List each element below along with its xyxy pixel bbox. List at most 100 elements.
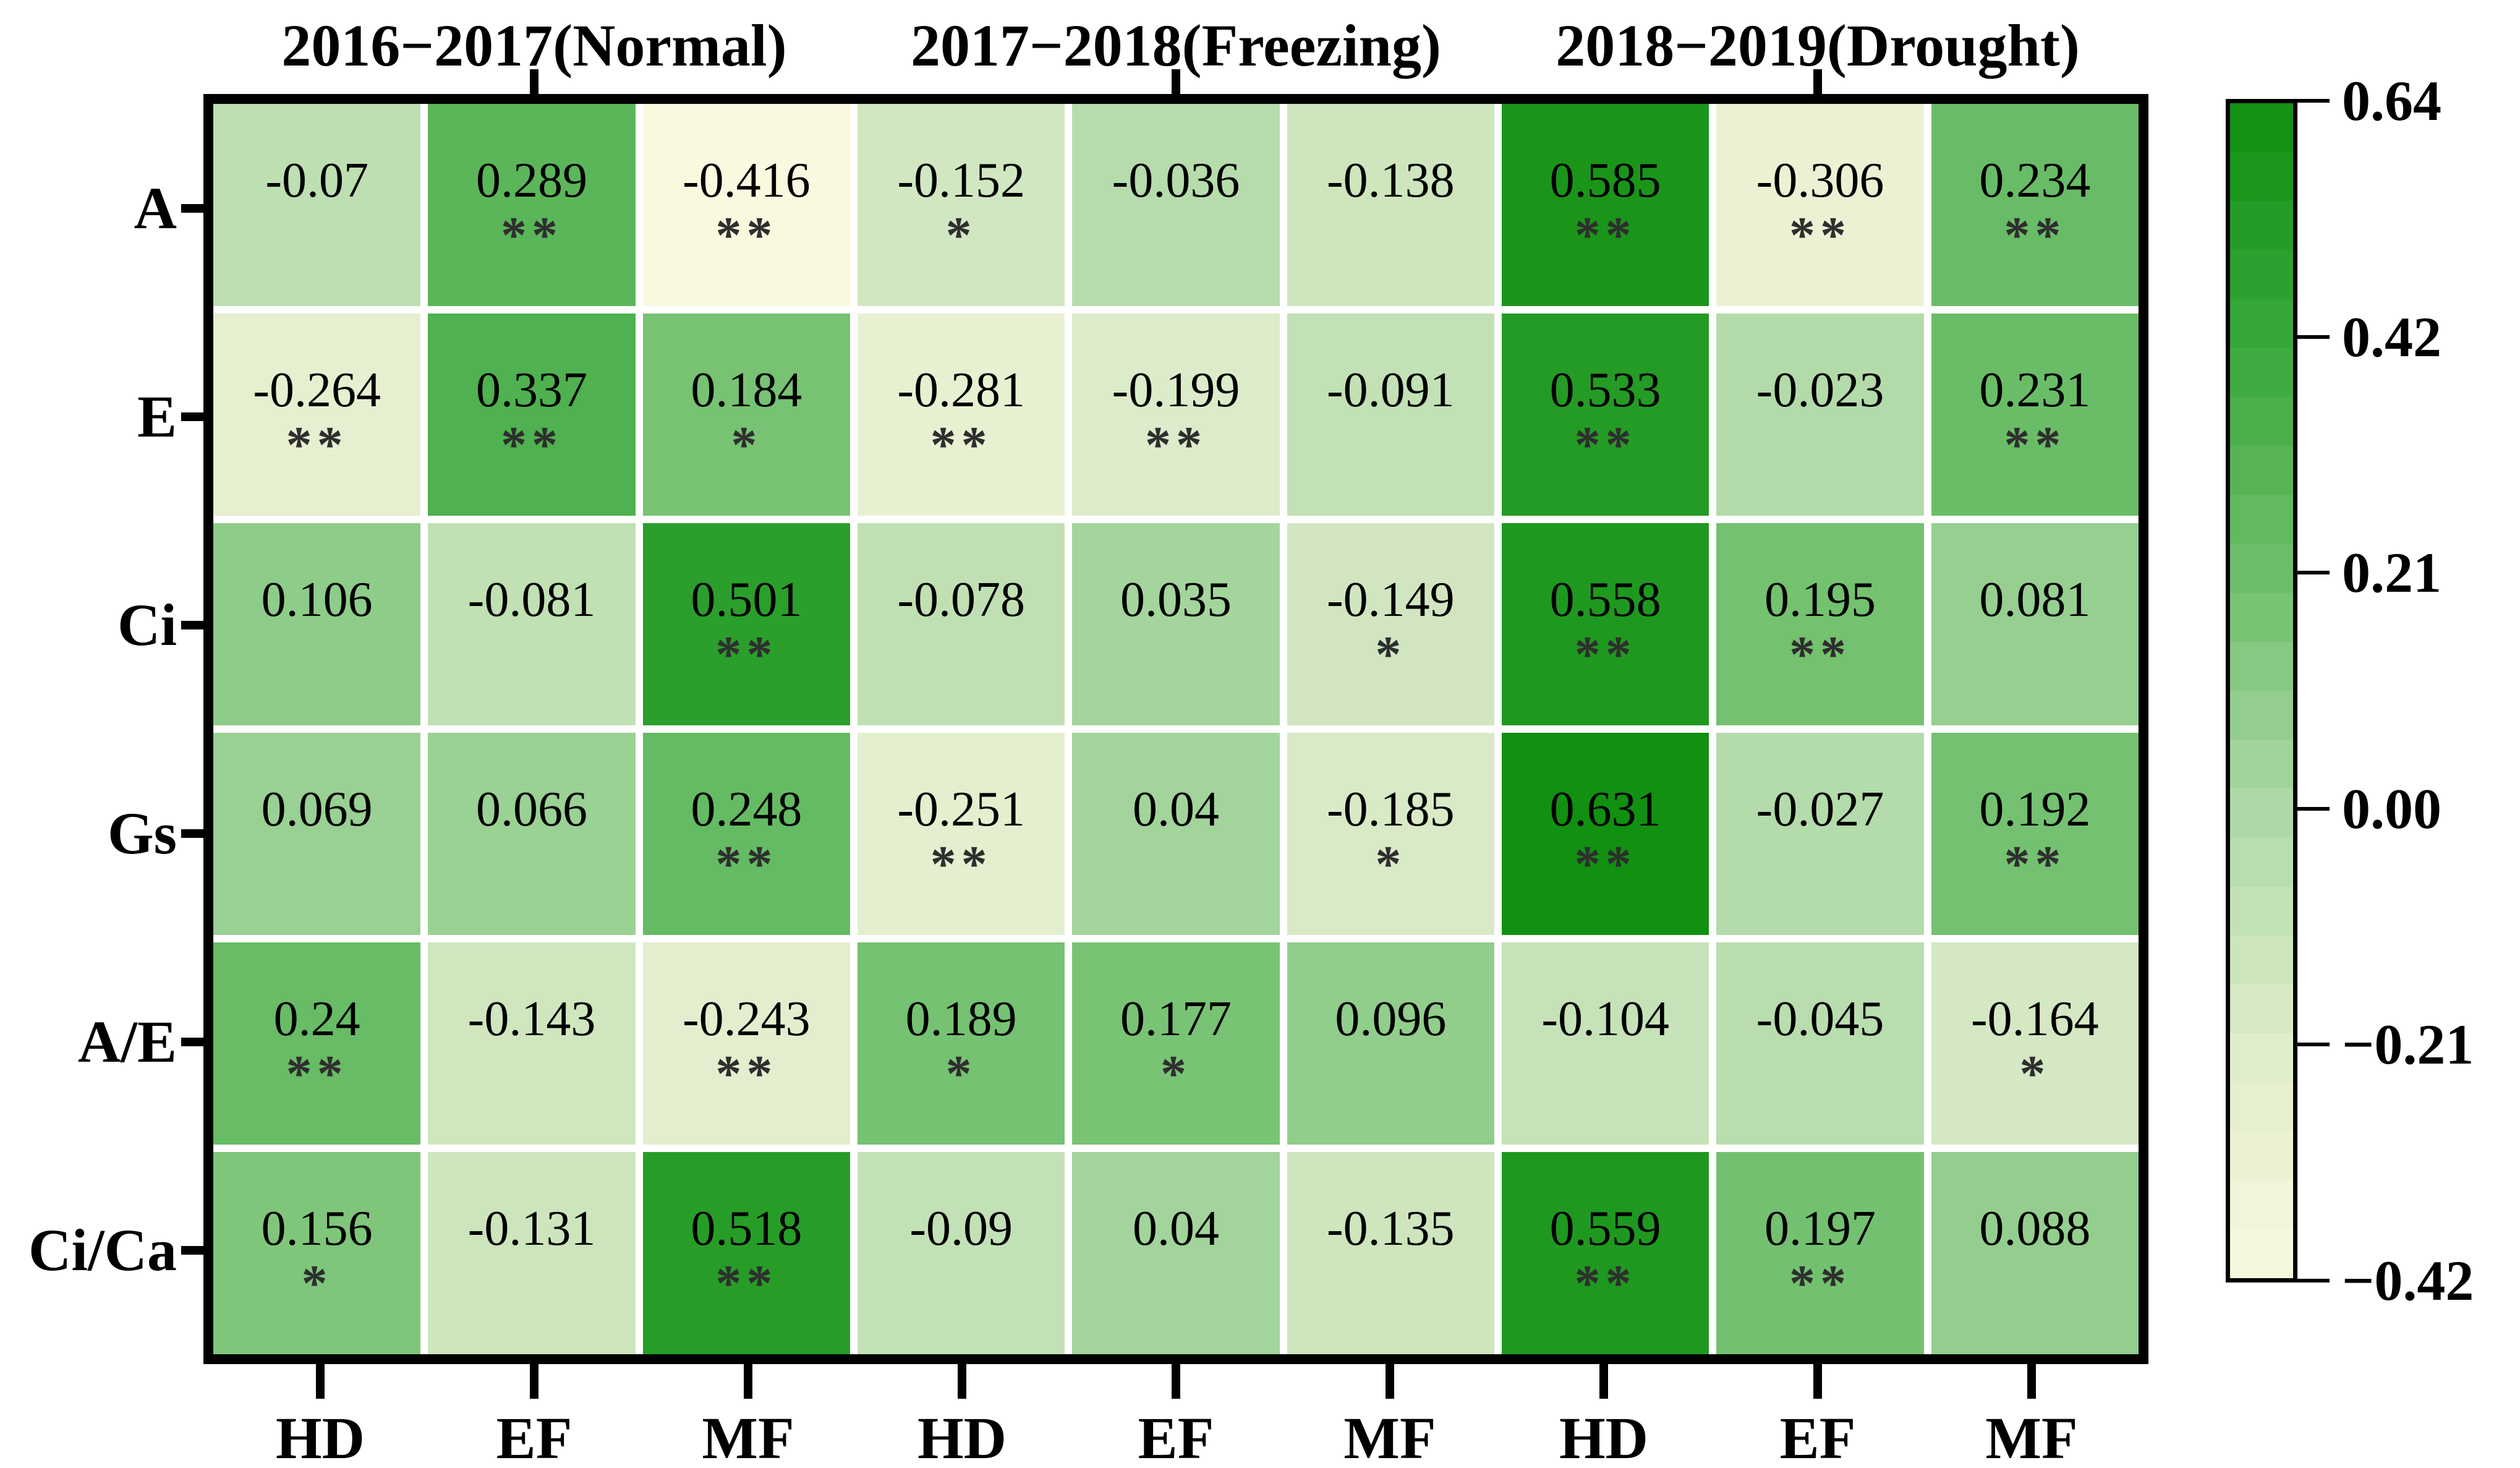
heatmap-cell: -0.281 ** (858, 314, 1065, 516)
cell-value: 0.106 (261, 572, 373, 627)
cell-value: 0.069 (261, 782, 373, 837)
group-header: 2018−2019(Drought) (1556, 12, 2080, 79)
heatmap-cell: 0.189 * (858, 942, 1065, 1145)
significance-stars: * (1160, 1044, 1191, 1103)
heatmap-cell: -0.199 ** (1072, 314, 1280, 516)
cell-value: 0.081 (1979, 572, 2091, 627)
row-tick-mark (181, 203, 203, 213)
cell-value: -0.135 (1327, 1201, 1455, 1256)
heatmap-cell: -0.185 * (1287, 733, 1494, 935)
cell-value: 0.631 (1549, 782, 1661, 837)
significance-stars: ** (715, 206, 778, 264)
colorbar-band (2230, 1229, 2293, 1278)
colorbar-tick-mark (2297, 806, 2330, 811)
cell-value: -0.416 (683, 153, 811, 208)
heatmap-cell: 0.106 (213, 523, 421, 725)
group-tick-mark (530, 69, 538, 98)
colorbar-tick-label: 0.42 (2342, 305, 2441, 369)
colorbar-band (2230, 250, 2293, 299)
col-label: EF (1779, 1405, 1856, 1468)
cell-value: 0.231 (1979, 362, 2091, 417)
colorbar-band (2230, 299, 2293, 348)
cell-value: 0.24 (273, 991, 360, 1046)
heatmap-cell: 0.035 (1072, 523, 1280, 725)
significance-stars: ** (2004, 416, 2066, 474)
cell-value: -0.104 (1541, 991, 1669, 1046)
cell-value: 0.088 (1979, 1201, 2091, 1256)
colorbar-band (2230, 1180, 2293, 1229)
significance-stars: * (731, 416, 762, 474)
colorbar-band (2230, 348, 2293, 397)
heatmap-cell: 0.231 ** (1931, 314, 2139, 516)
significance-stars: ** (715, 835, 778, 893)
cell-value: -0.081 (467, 572, 596, 627)
cell-value: 0.035 (1120, 572, 1232, 627)
heatmap-cell: 0.585 ** (1502, 104, 1709, 306)
cell-value: 0.558 (1549, 572, 1661, 627)
cell-value: -0.131 (467, 1201, 596, 1256)
colorbar-tick-label: 0.64 (2342, 69, 2441, 132)
cell-value: 0.289 (475, 153, 587, 208)
cell-value: 0.156 (261, 1201, 373, 1256)
group-header: 2017−2018(Freezing) (910, 12, 1442, 79)
cell-value: 0.585 (1549, 153, 1661, 208)
heatmap-cell: 0.195 ** (1716, 523, 1924, 725)
cell-value: 0.184 (691, 362, 802, 417)
colorbar-tick-mark (2297, 99, 2330, 103)
significance-stars: * (1375, 835, 1407, 893)
significance-stars: ** (715, 625, 778, 683)
colorbar-tick-label: 0.21 (2342, 541, 2441, 605)
group-tick-mark (1172, 69, 1180, 98)
significance-stars: ** (1574, 625, 1637, 683)
col-label: EF (1138, 1405, 1214, 1468)
row-tick-mark (181, 412, 203, 421)
colorbar-band (2230, 1033, 2293, 1083)
heatmap-cell: -0.081 (428, 523, 636, 725)
cell-value: 0.234 (1979, 153, 2091, 208)
colorbar-band (2230, 641, 2293, 691)
heatmap-cell: -0.264 ** (213, 314, 421, 516)
heatmap-cell: 0.096 (1287, 942, 1494, 1145)
heatmap-cell: -0.138 (1287, 104, 1494, 306)
colorbar-tick-label: 0.00 (2342, 777, 2441, 840)
cell-value: -0.078 (897, 572, 1025, 627)
col-tick-mark (744, 1364, 752, 1399)
cell-value: -0.138 (1327, 153, 1455, 208)
heatmap-cell: 0.04 (1072, 733, 1280, 935)
col-tick-mark (1599, 1364, 1608, 1399)
group-header: 2016−2017(Normal) (281, 12, 787, 79)
colorbar-band (2230, 935, 2293, 984)
significance-stars: ** (1574, 1254, 1637, 1312)
heatmap-cell: -0.306 ** (1716, 104, 1924, 306)
cell-value: 0.195 (1764, 572, 1876, 627)
heatmap-cell: -0.131 (428, 1152, 636, 1354)
heatmap-cell: 0.337 ** (428, 314, 636, 516)
cell-value: -0.152 (897, 153, 1025, 208)
colorbar-band (2230, 740, 2293, 789)
significance-stars: ** (1574, 416, 1637, 474)
colorbar-band (2230, 1082, 2293, 1132)
col-label: EF (496, 1405, 573, 1468)
cell-value: -0.07 (265, 153, 368, 208)
col-tick-mark (1813, 1364, 1822, 1399)
colorbar-band (2230, 984, 2293, 1033)
heatmap-cell: 0.156 * (213, 1152, 421, 1354)
heatmap-cell: 0.088 (1931, 1152, 2139, 1354)
colorbar-band (2230, 103, 2293, 153)
heatmap-cell: -0.251 ** (858, 733, 1065, 935)
cell-value: -0.143 (467, 991, 596, 1046)
colorbar-band (2230, 837, 2293, 887)
colorbar-band (2230, 152, 2293, 202)
significance-stars: ** (715, 1254, 778, 1312)
row-tick-mark (181, 1037, 203, 1046)
col-tick-mark (316, 1364, 325, 1399)
heatmap-cell: -0.09 (858, 1152, 1065, 1354)
col-tick-mark (1386, 1364, 1394, 1399)
heatmap-cell: 0.24 ** (213, 942, 421, 1145)
heatmap-cell: -0.164 * (1931, 942, 2139, 1145)
row-label: Ci/Ca (28, 1216, 177, 1283)
heatmap-cell: -0.149 * (1287, 523, 1494, 725)
row-label: A (134, 174, 177, 241)
cell-value: -0.243 (683, 991, 811, 1046)
